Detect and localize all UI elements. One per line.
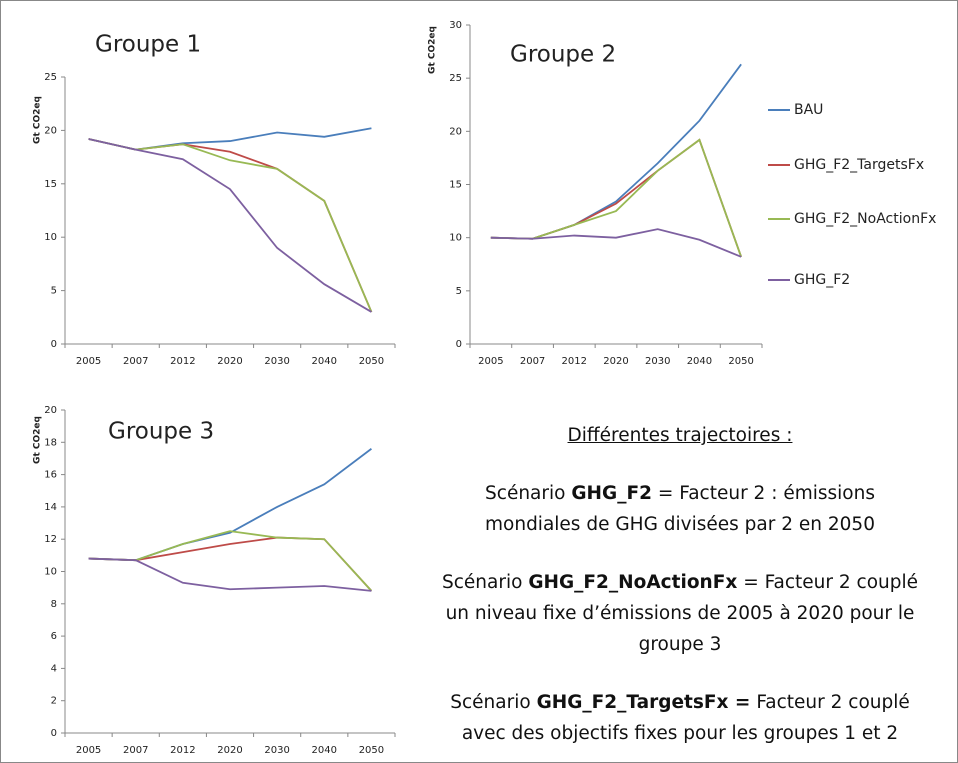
y-tick-label: 15 — [44, 179, 57, 190]
chart-title: Groupe 2 — [510, 42, 616, 68]
x-tick-label: 2012 — [170, 745, 195, 756]
x-tick-label: 2050 — [728, 356, 753, 367]
notes: Différentes trajectoires : Scénario GHG_… — [410, 420, 950, 749]
keyword: GHG_F2_TargetsFx = — [536, 692, 751, 713]
prefix: Scénario — [485, 483, 566, 504]
text: = Facteur 2 couplé — [743, 572, 918, 593]
x-tick-label: 2007 — [520, 356, 545, 367]
paragraph: Scénario GHG_F2_TargetsFx = Facteur 2 co… — [410, 687, 950, 749]
paragraph: Scénario GHG_F2_NoActionFx = Facteur 2 c… — [410, 567, 950, 660]
y-axis-label: Gt CO2eq — [33, 96, 43, 144]
legend-label: GHG_F2 — [794, 272, 850, 288]
y-axis-label: Gt CO2eq — [428, 26, 438, 74]
y-tick-label: 2 — [51, 696, 57, 707]
line: mondiales de GHG divisées par 2 en 2050 — [485, 514, 875, 535]
keyword: GHG_F2 — [571, 483, 652, 504]
line: avec des objectifs fixes pour les groupe… — [461, 723, 899, 744]
y-tick-label: 25 — [449, 73, 462, 84]
x-tick-label: 2007 — [123, 356, 148, 367]
x-tick-label: 2005 — [76, 356, 101, 367]
x-tick-label: 2005 — [478, 356, 503, 367]
y-tick-label: 0 — [456, 339, 462, 350]
x-tick-label: 2030 — [645, 356, 670, 367]
y-tick-label: 25 — [44, 72, 57, 83]
x-tick-label: 2020 — [217, 356, 242, 367]
paragraph: Scénario GHG_F2 = Facteur 2 : émissions … — [410, 478, 950, 540]
x-tick-label: 2030 — [264, 745, 289, 756]
legend-label: GHG_F2_TargetsFx — [794, 157, 924, 173]
x-tick-label: 2030 — [264, 356, 289, 367]
line: Scénario GHG_F2 = Facteur 2 : émissions — [410, 478, 950, 509]
line: Scénario GHG_F2_TargetsFx = Facteur 2 co… — [410, 687, 950, 718]
chart-title: Groupe 3 — [108, 419, 214, 445]
y-tick-label: 16 — [44, 470, 57, 481]
x-tick-label: 2020 — [603, 356, 628, 367]
y-tick-label: 4 — [51, 663, 57, 674]
y-tick-label: 10 — [44, 232, 57, 243]
text: = Facteur 2 : émissions — [657, 483, 875, 504]
y-tick-label: 0 — [51, 339, 57, 350]
y-tick-label: 0 — [51, 728, 57, 739]
series-line — [88, 530, 373, 592]
notes-heading: Différentes trajectoires : — [567, 425, 793, 446]
legend-label: GHG_F2_NoActionFx — [794, 211, 936, 227]
x-tick-label: 2005 — [76, 745, 101, 756]
y-axis-label: Gt CO2eq — [33, 416, 43, 464]
series-line — [88, 138, 372, 313]
x-tick-label: 2050 — [359, 745, 384, 756]
series-line — [88, 557, 372, 592]
text: Facteur 2 couplé — [756, 692, 910, 713]
chart-title: Groupe 1 — [95, 32, 201, 58]
x-tick-label: 2012 — [562, 356, 587, 367]
prefix: Scénario — [441, 572, 523, 593]
y-tick-label: 5 — [51, 286, 57, 297]
series-line — [490, 228, 742, 258]
line: un niveau fixe d’émissions de 2005 à 202… — [445, 603, 915, 624]
x-tick-label: 2050 — [359, 356, 384, 367]
y-tick-label: 30 — [449, 20, 462, 31]
y-tick-label: 8 — [51, 599, 57, 610]
legend-label: BAU — [794, 102, 823, 118]
keyword: GHG_F2_NoActionFx — [528, 572, 738, 593]
x-tick-label: 2012 — [170, 356, 195, 367]
x-tick-label: 2007 — [123, 745, 148, 756]
x-tick-label: 2040 — [312, 745, 337, 756]
y-tick-label: 14 — [44, 502, 57, 513]
x-tick-label: 2040 — [312, 356, 337, 367]
y-tick-label: 18 — [44, 437, 57, 448]
x-tick-label: 2020 — [217, 745, 242, 756]
y-tick-label: 20 — [44, 405, 57, 416]
y-tick-label: 20 — [44, 125, 57, 136]
line: Scénario GHG_F2_NoActionFx = Facteur 2 c… — [410, 567, 950, 598]
y-tick-label: 5 — [456, 286, 462, 297]
line: groupe 3 — [638, 634, 722, 655]
prefix: Scénario — [450, 692, 531, 713]
y-tick-label: 12 — [44, 534, 57, 545]
series-line — [88, 127, 372, 151]
y-tick-label: 6 — [51, 631, 57, 642]
y-tick-label: 15 — [449, 180, 462, 191]
y-tick-label: 10 — [44, 567, 57, 578]
x-tick-label: 2040 — [687, 356, 712, 367]
y-tick-label: 10 — [449, 233, 462, 244]
y-tick-label: 20 — [449, 126, 462, 137]
